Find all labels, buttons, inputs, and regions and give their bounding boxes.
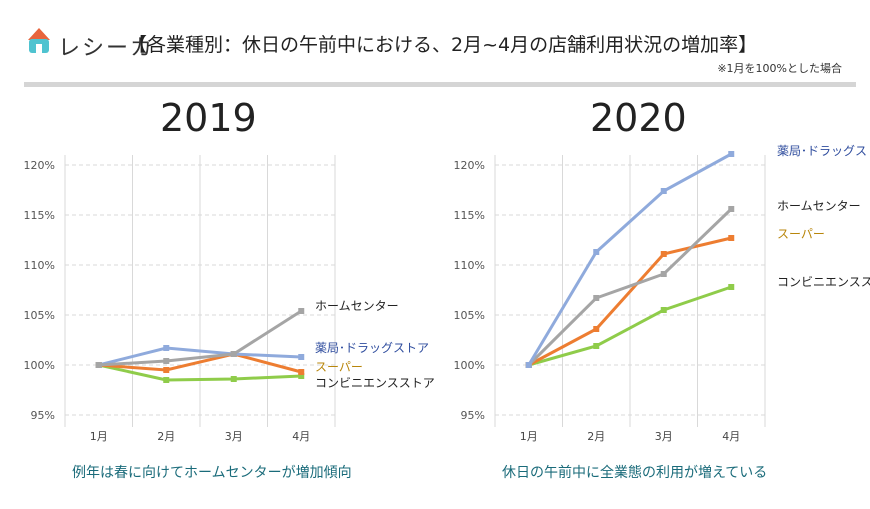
data-point-super	[163, 367, 170, 373]
series-label-home: ホームセンター	[315, 299, 399, 313]
divider	[24, 82, 856, 87]
data-point-conv	[728, 284, 735, 290]
series-line-drug	[98, 346, 302, 367]
y-tick-label: 105%	[454, 309, 485, 322]
page-title: 【各業種別：休日の午前中における、2月~4月の店舗利用状況の増加率】	[128, 34, 758, 56]
data-point-conv	[163, 377, 170, 383]
data-point-super	[660, 251, 667, 257]
x-tick-label: 3月	[225, 430, 243, 443]
y-tick-label: 120%	[24, 159, 55, 172]
series-line-conv	[528, 285, 732, 367]
data-point-conv	[230, 376, 237, 382]
x-tick-label: 2月	[157, 430, 175, 443]
footnote: ※1月を100%とした場合	[717, 62, 842, 75]
data-point-home	[660, 271, 667, 277]
series-line-home	[98, 309, 303, 367]
x-tick-label: 2月	[587, 430, 605, 443]
data-point-drug	[593, 249, 600, 255]
series-line-home	[527, 207, 733, 367]
caption-2020: 休日の午前中に全業態の利用が増えている	[502, 465, 768, 481]
y-tick-label: 115%	[454, 209, 485, 222]
data-point-conv	[593, 343, 600, 349]
data-point-drug	[728, 151, 735, 157]
y-tick-label: 110%	[454, 259, 485, 272]
data-point-super	[593, 326, 600, 332]
x-tick-label: 4月	[292, 430, 310, 443]
data-point-home	[593, 295, 600, 301]
y-tick-label: 95%	[31, 409, 55, 422]
data-point-conv	[298, 373, 305, 379]
x-tick-label: 1月	[520, 430, 538, 443]
y-tick-label: 100%	[454, 359, 485, 372]
chart-title-2020: 2020	[590, 96, 687, 140]
data-point-home	[95, 362, 102, 368]
series-line-super	[528, 236, 732, 367]
y-tick-label: 110%	[24, 259, 55, 272]
series-line-super	[98, 352, 302, 374]
chart-2020: 95% 100% 105% 110% 115% 120% 1月 2月 3月 4月 薬局･ドラッグスト…	[454, 144, 870, 443]
data-point-home	[728, 206, 735, 212]
series-label-drug: 薬局･ドラッグストア	[777, 144, 870, 158]
series-label-home: ホームセンター	[777, 199, 861, 213]
data-point-drug	[660, 188, 667, 194]
x-tick-label: 3月	[655, 430, 673, 443]
data-point-home	[230, 351, 237, 357]
series-label-drug: 薬局･ドラッグストア	[315, 341, 429, 355]
series-label-super: スーパー	[777, 227, 825, 241]
data-point-drug	[163, 345, 170, 351]
series-label-conv: コンビニエンスストア	[777, 275, 870, 289]
data-point-super	[298, 369, 305, 375]
series-line-conv	[98, 363, 302, 382]
y-tick-label: 95%	[461, 409, 485, 422]
data-point-home	[163, 358, 170, 364]
house-logo-icon	[28, 28, 50, 53]
data-point-conv	[660, 307, 667, 313]
brand-logo: レシーカ	[58, 36, 155, 61]
chart-2019: 95% 100% 105% 110% 115% 120% 1月 2月 3月 4月 ホームセンター薬局…	[24, 155, 435, 443]
data-point-super	[728, 235, 735, 241]
data-point-drug	[525, 362, 532, 368]
y-tick-label: 100%	[24, 359, 55, 372]
caption-2019: 例年は春に向けてホームセンターが増加傾向	[72, 465, 352, 481]
x-tick-label: 4月	[722, 430, 740, 443]
series-label-super: スーパー	[315, 360, 363, 374]
series-label-conv: コンビニエンスストア	[315, 376, 435, 390]
data-point-drug	[298, 354, 305, 360]
y-tick-label: 115%	[24, 209, 55, 222]
y-tick-label: 120%	[454, 159, 485, 172]
series-line-drug	[527, 152, 732, 366]
chart-title-2019: 2019	[160, 96, 257, 140]
data-point-home	[298, 308, 305, 314]
x-tick-label: 1月	[90, 430, 108, 443]
y-tick-label: 105%	[24, 309, 55, 322]
